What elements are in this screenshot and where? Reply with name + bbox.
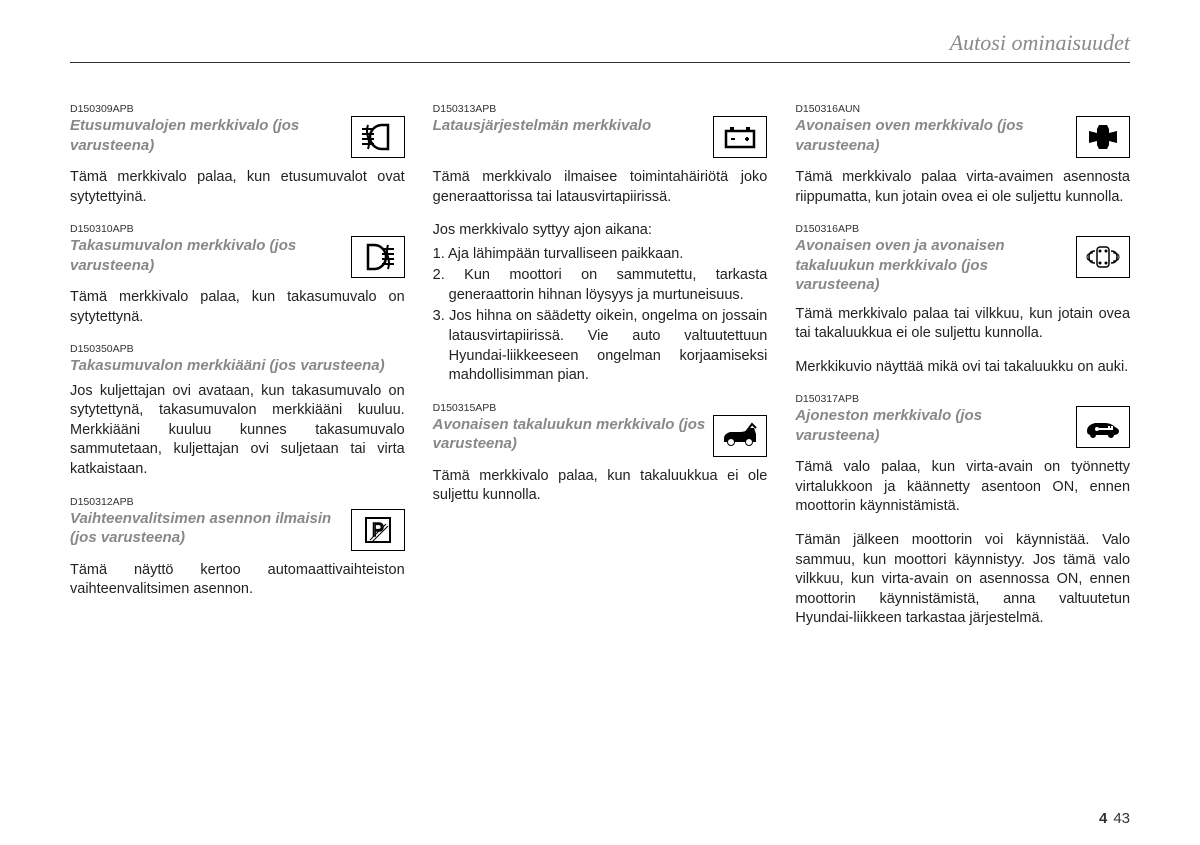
gear-selector-icon: P	[351, 509, 405, 551]
page-number: 4 43	[1099, 810, 1130, 827]
section-body: Jos merkkivalo syttyy ajon aikana:	[433, 221, 768, 241]
section-rear-fog-sound: D150350APB Takasumuvalon merkkiääni (jos…	[70, 343, 405, 479]
section-body: Tämän jälkeen moottorin voi käynnistää. …	[795, 531, 1130, 629]
section-door-open: D150316AUN Avonaisen oven merkkivalo (jo…	[795, 103, 1130, 207]
section-code: D150316AUN	[795, 103, 1130, 115]
section-code: D150315APB	[433, 402, 768, 414]
door-trunk-open-icon	[1076, 236, 1130, 278]
section-code: D150350APB	[70, 343, 405, 355]
column-2: D150313APB Latausjärjestelmän merkkivalo…	[433, 103, 768, 645]
trunk-open-icon	[713, 415, 767, 457]
section-title: Latausjärjestelmän merkkivalo	[433, 116, 706, 136]
section-door-trunk-open: D150316APB Avonaisen oven ja avonaisen t…	[795, 223, 1130, 377]
section-body: Tämä merkkivalo palaa, kun takaluukkua e…	[433, 467, 768, 506]
svg-text:P: P	[372, 520, 384, 540]
section-title: Avonaisen oven merkkivalo (jos varusteen…	[795, 116, 1068, 155]
section-title: Vaihteenvalitsimen asennon ilmaisin (jos…	[70, 509, 343, 548]
section-body: Tämä näyttö kertoo automaattivaihteiston…	[70, 561, 405, 600]
page-header: Autosi ominaisuudet	[70, 30, 1130, 63]
section-title: Takasumuvalon merkkiääni (jos varusteena…	[70, 356, 405, 376]
section-body: Tämä merkkivalo palaa, kun takasumuvalo …	[70, 288, 405, 327]
section-title: Takasumuvalon merkkivalo (jos varusteena…	[70, 236, 343, 275]
section-immobilizer: D150317APB Ajoneston merkkivalo (jos var…	[795, 393, 1130, 629]
section-gear-selector: D150312APB Vaihteenvalitsimen asennon il…	[70, 496, 405, 600]
section-body: Merkkikuvio näyttää mikä ovi tai takaluu…	[795, 358, 1130, 378]
list-item: 3. Jos hihna on säädetty oikein, ongelma…	[433, 307, 768, 385]
section-title: Avonaisen oven ja avonaisen takaluukun m…	[795, 236, 1068, 295]
section-body: Tämä merkkivalo palaa, kun etusumuvalot …	[70, 168, 405, 207]
section-trunk-open: D150315APB Avonaisen takaluukun merkkiva…	[433, 402, 768, 506]
section-front-fog: D150309APB Etusumuvalojen merkkivalo (jo…	[70, 103, 405, 207]
list-item: 1. Aja lähimpään turvalliseen paikkaan.	[433, 245, 768, 265]
column-1: D150309APB Etusumuvalojen merkkivalo (jo…	[70, 103, 405, 645]
section-code: D150316APB	[795, 223, 1130, 235]
door-open-icon	[1076, 116, 1130, 158]
section-title: Avonaisen takaluukun merkkivalo (jos var…	[433, 415, 706, 454]
section-body: Jos kuljettajan ovi avataan, kun takasum…	[70, 382, 405, 480]
section-code: D150313APB	[433, 103, 768, 115]
section-body: Tämä merkkivalo palaa virta-avaimen asen…	[795, 168, 1130, 207]
front-fog-icon	[351, 116, 405, 158]
section-code: D150310APB	[70, 223, 405, 235]
section-body: Tämä merkkivalo palaa tai vilkkuu, kun j…	[795, 305, 1130, 344]
section-rear-fog: D150310APB Takasumuvalon merkkivalo (jos…	[70, 223, 405, 327]
section-title: Etusumuvalojen merkkivalo (jos varusteen…	[70, 116, 343, 155]
section-code: D150309APB	[70, 103, 405, 115]
content-columns: D150309APB Etusumuvalojen merkkivalo (jo…	[70, 103, 1130, 645]
rear-fog-icon	[351, 236, 405, 278]
section-code: D150317APB	[795, 393, 1130, 405]
battery-icon	[713, 116, 767, 158]
section-charging: D150313APB Latausjärjestelmän merkkivalo…	[433, 103, 768, 386]
section-title: Ajoneston merkkivalo (jos varusteena)	[795, 406, 1068, 445]
column-3: D150316AUN Avonaisen oven merkkivalo (jo…	[795, 103, 1130, 645]
chapter-number: 4	[1099, 810, 1107, 827]
section-body: Tämä valo palaa, kun virta-avain on työn…	[795, 458, 1130, 517]
page-num: 43	[1113, 810, 1130, 827]
list-item: 2. Kun moottori on sammutettu, tarkasta …	[433, 266, 768, 305]
section-body: Tämä merkkivalo ilmaisee toimintahäiriöt…	[433, 168, 768, 207]
immobilizer-icon	[1076, 406, 1130, 448]
section-code: D150312APB	[70, 496, 405, 508]
